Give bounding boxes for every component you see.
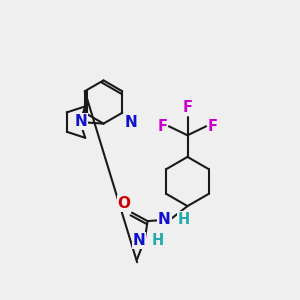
Text: N: N	[133, 233, 145, 248]
Text: N: N	[158, 212, 171, 227]
Text: H: H	[178, 212, 190, 227]
Text: F: F	[182, 100, 193, 115]
Text: O: O	[118, 196, 130, 211]
Text: N: N	[124, 115, 137, 130]
Text: H: H	[152, 233, 164, 248]
Text: F: F	[208, 119, 218, 134]
Text: N: N	[75, 114, 87, 129]
Text: F: F	[158, 119, 167, 134]
